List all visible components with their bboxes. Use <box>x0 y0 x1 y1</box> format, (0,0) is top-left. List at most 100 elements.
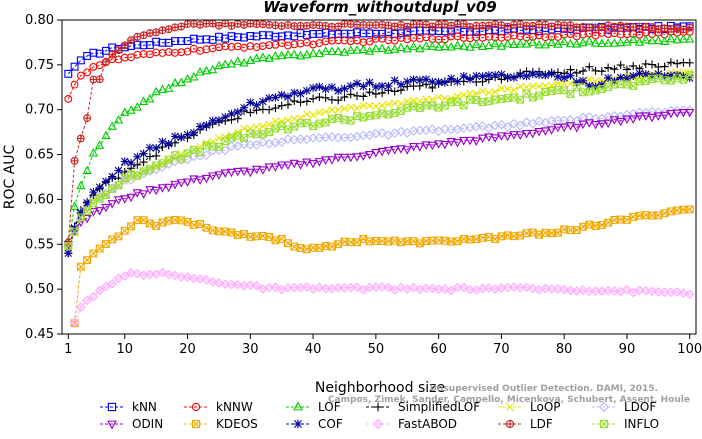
data-point <box>333 153 343 163</box>
data-point <box>358 44 368 54</box>
data-point <box>346 116 355 125</box>
y-tick-label: 0.50 <box>25 282 54 297</box>
data-point <box>390 36 399 45</box>
data-point <box>296 98 305 107</box>
data-point <box>158 26 167 35</box>
data-point <box>315 92 324 102</box>
data-point <box>659 36 670 45</box>
data-point <box>565 38 576 48</box>
data-point <box>422 237 431 245</box>
data-point <box>559 123 569 133</box>
data-point <box>283 92 293 101</box>
data-point <box>359 101 368 110</box>
data-point <box>384 81 393 91</box>
data-point <box>290 96 299 106</box>
data-point <box>610 22 619 31</box>
legend-marker <box>506 403 514 411</box>
data-point <box>441 94 449 103</box>
data-point <box>477 134 488 144</box>
data-point <box>277 234 286 243</box>
legend-label: ODIN <box>132 417 163 431</box>
legend: kNN kNNW LOF SimplifiedLOF LoOP LDOF ODIN KDEOS… <box>100 400 659 431</box>
data-point <box>164 155 173 164</box>
data-point <box>566 71 575 80</box>
data-point <box>107 200 117 209</box>
data-point <box>83 207 92 216</box>
data-point <box>597 67 606 76</box>
data-point <box>359 92 368 101</box>
data-point <box>189 145 198 154</box>
y-tick-label: 0.70 <box>25 103 54 118</box>
legend-marker <box>191 402 201 412</box>
data-point <box>371 149 381 158</box>
data-point <box>258 231 267 240</box>
data-point <box>377 281 387 292</box>
data-point <box>597 38 607 48</box>
data-point <box>265 20 274 29</box>
data-point <box>546 126 557 135</box>
data-point <box>509 282 519 292</box>
data-point <box>164 83 174 92</box>
data-point <box>233 108 242 117</box>
data-point <box>308 48 318 57</box>
data-point <box>270 163 281 172</box>
data-point <box>396 80 406 89</box>
data-point <box>415 143 425 152</box>
data-point <box>653 112 664 121</box>
data-point <box>622 74 632 83</box>
data-point <box>572 68 581 78</box>
data-point <box>540 283 551 294</box>
data-point <box>403 77 412 86</box>
y-tick-label: 0.55 <box>25 237 54 252</box>
data-point <box>371 43 381 53</box>
data-point <box>604 21 613 30</box>
data-point <box>685 71 694 80</box>
y-tick-label: 0.80 <box>25 13 54 28</box>
data-point <box>541 71 550 80</box>
data-point <box>340 104 349 113</box>
data-point <box>641 69 650 79</box>
data-point <box>176 272 187 283</box>
x-tick-label: 20 <box>179 342 196 357</box>
data-point <box>339 47 350 56</box>
data-point <box>560 73 569 83</box>
data-point <box>440 78 449 87</box>
data-point <box>132 189 142 198</box>
data-point <box>478 87 487 95</box>
chart-title: Waveform_withoutdupl_v09 <box>263 0 496 16</box>
data-point <box>334 96 343 105</box>
data-point <box>678 34 689 43</box>
legend-marker <box>293 419 303 429</box>
data-point <box>309 111 317 119</box>
data-point <box>133 32 142 41</box>
data-point <box>521 117 532 128</box>
data-point <box>195 67 205 76</box>
data-point <box>346 45 356 54</box>
data-point <box>484 133 494 142</box>
data-point <box>83 114 92 123</box>
data-point <box>139 149 148 158</box>
data-point <box>295 134 306 144</box>
data-point <box>390 146 400 155</box>
data-point <box>447 237 456 246</box>
data-point <box>314 48 325 58</box>
series-cof <box>64 69 694 258</box>
data-point <box>427 283 438 294</box>
y-tick-label: 0.60 <box>25 192 54 207</box>
data-point <box>516 82 525 91</box>
data-point <box>641 34 651 44</box>
data-point <box>654 25 663 33</box>
data-point <box>346 153 356 163</box>
data-point <box>396 126 406 137</box>
data-point <box>452 282 463 293</box>
plot-area <box>63 19 695 328</box>
data-point <box>264 53 274 62</box>
data-point <box>290 115 299 123</box>
data-point <box>101 240 110 249</box>
data-point <box>422 101 431 110</box>
data-point <box>484 71 493 80</box>
data-point <box>660 62 669 71</box>
data-point <box>515 131 525 140</box>
data-point <box>202 121 211 130</box>
data-point <box>597 120 607 129</box>
